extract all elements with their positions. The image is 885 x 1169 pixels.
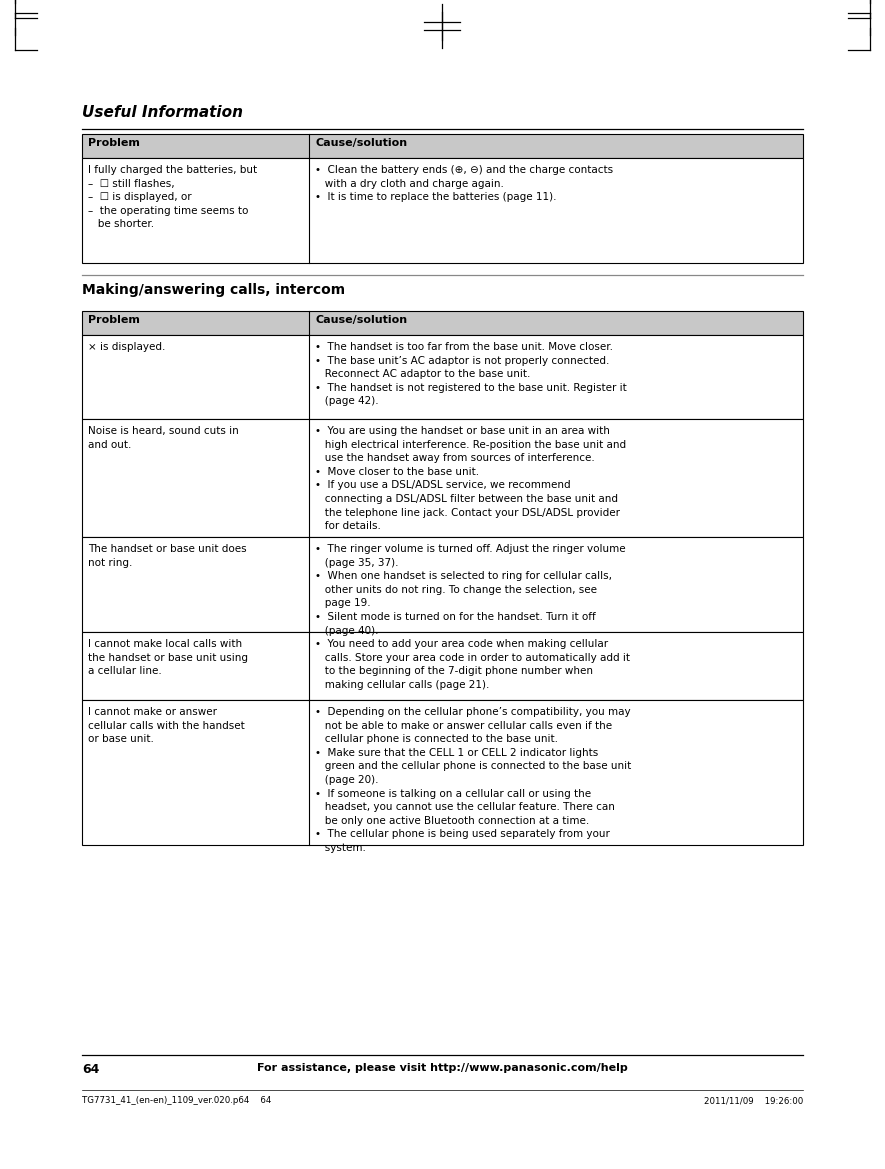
Bar [82, 134, 803, 158]
Text: Noise is heard, sound cuts in
and out.: Noise is heard, sound cuts in and out. [88, 426, 239, 450]
Bar [82, 336, 803, 419]
Bar [82, 632, 803, 700]
Bar [82, 700, 803, 845]
Text: TG7731_41_(en-en)_1109_ver.020.p64    64: TG7731_41_(en-en)_1109_ver.020.p64 64 [82, 1097, 272, 1105]
Bar [82, 311, 803, 336]
Text: •  You need to add your area code when making cellular
   calls. Store your area: • You need to add your area code when ma… [315, 639, 630, 690]
Text: Cause/solution: Cause/solution [315, 314, 407, 325]
Text: For assistance, please visit http://www.panasonic.com/help: For assistance, please visit http://www.… [257, 1063, 627, 1073]
Bar [82, 537, 803, 632]
Text: I fully charged the batteries, but
–  ☐ still flashes,
–  ☐ is displayed, or
–  : I fully charged the batteries, but – ☐ s… [88, 165, 258, 229]
Text: 2011/11/09    19:26:00: 2011/11/09 19:26:00 [704, 1097, 803, 1105]
Text: I cannot make or answer
cellular calls with the handset
or base unit.: I cannot make or answer cellular calls w… [88, 707, 245, 745]
Text: •  The ringer volume is turned off. Adjust the ringer volume
   (page 35, 37).
•: • The ringer volume is turned off. Adjus… [315, 544, 626, 636]
Text: I cannot make local calls with
the handset or base unit using
a cellular line.: I cannot make local calls with the hands… [88, 639, 248, 676]
Text: 64: 64 [82, 1063, 99, 1075]
Text: •  Clean the battery ends (⊕, ⊖) and the charge contacts
   with a dry cloth and: • Clean the battery ends (⊕, ⊖) and the … [315, 165, 613, 202]
Text: ⨯ is displayed.: ⨯ is displayed. [88, 343, 165, 352]
Bar [82, 158, 803, 263]
Text: •  The handset is too far from the base unit. Move closer.
•  The base unit’s AC: • The handset is too far from the base u… [315, 343, 627, 407]
Text: •  Depending on the cellular phone’s compatibility, you may
   not be able to ma: • Depending on the cellular phone’s comp… [315, 707, 631, 853]
Text: •  You are using the handset or base unit in an area with
   high electrical int: • You are using the handset or base unit… [315, 426, 626, 531]
Text: Useful Information: Useful Information [82, 105, 243, 120]
Text: Problem: Problem [88, 314, 140, 325]
Text: Problem: Problem [88, 138, 140, 148]
Text: Making/answering calls, intercom: Making/answering calls, intercom [82, 283, 345, 297]
Text: The handset or base unit does
not ring.: The handset or base unit does not ring. [88, 544, 247, 568]
Bar [82, 419, 803, 537]
Text: Cause/solution: Cause/solution [315, 138, 407, 148]
